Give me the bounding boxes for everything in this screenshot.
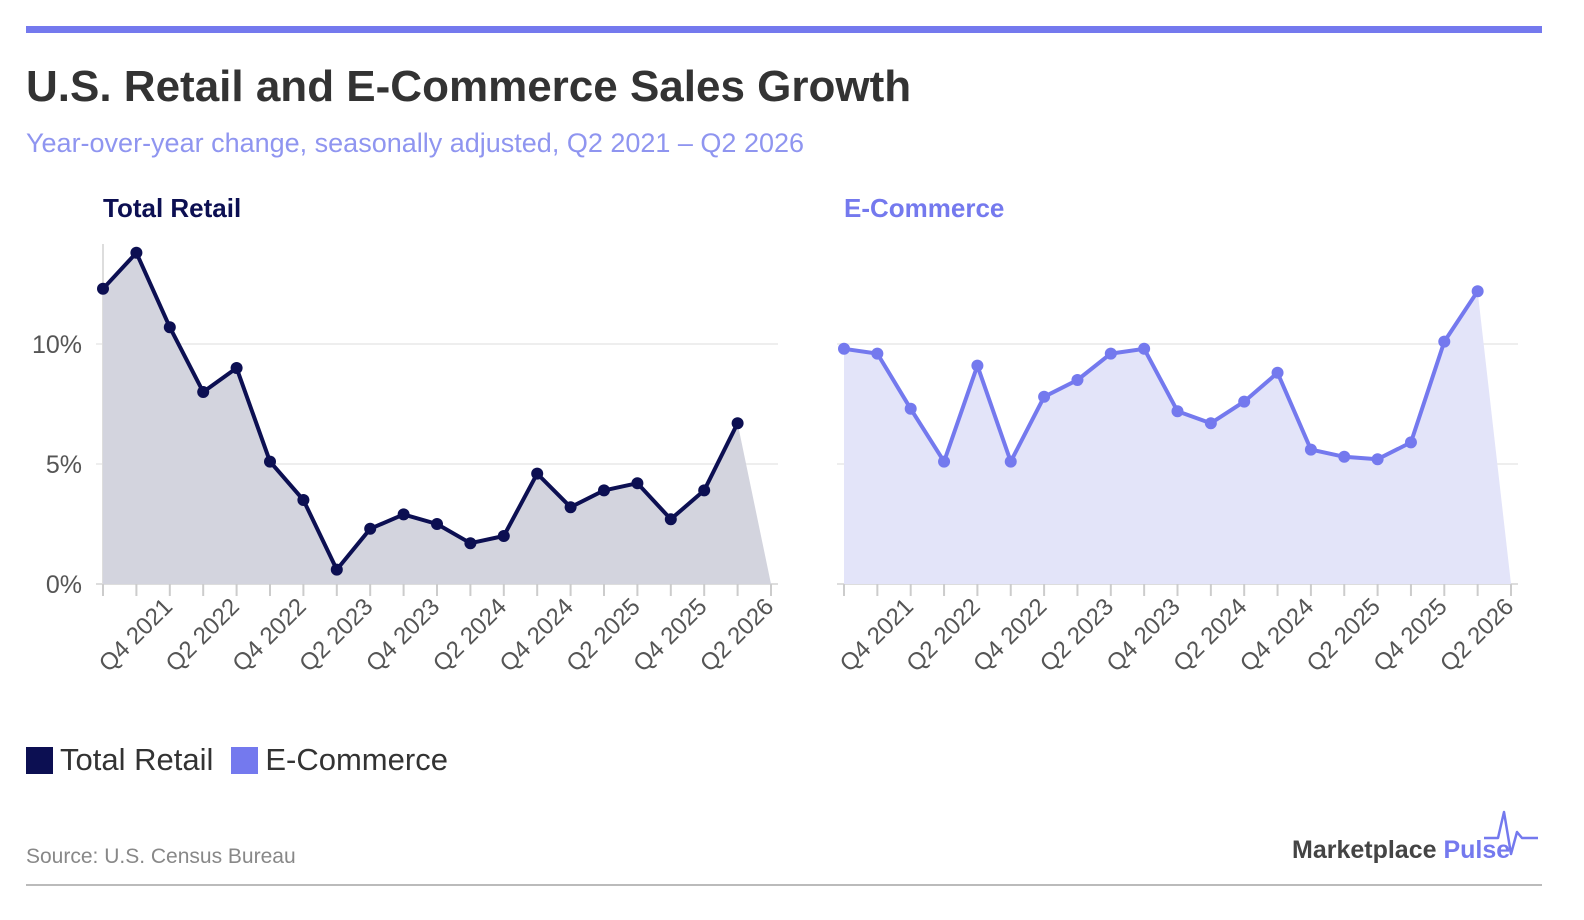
area-fill-total-retail <box>103 252 771 585</box>
legend-label-e-commerce: E-Commerce <box>265 742 448 777</box>
x-tick-label-e-commerce: Q2 2025 <box>1302 593 1386 677</box>
page-subtitle: Year-over-year change, seasonally adjust… <box>26 128 805 158</box>
data-point-total-retail <box>197 386 210 398</box>
legend-item-total-retail: Total Retail <box>26 742 213 778</box>
data-point-total-retail <box>97 282 109 295</box>
data-point-total-retail <box>497 530 510 542</box>
data-point-total-retail <box>464 537 477 550</box>
y-tick-label-10: 10% <box>32 331 82 359</box>
data-point-e-commerce <box>1304 443 1317 456</box>
data-point-e-commerce <box>1138 342 1151 355</box>
data-point-e-commerce <box>971 359 984 372</box>
data-point-total-retail <box>631 477 644 490</box>
pulse-icon <box>1484 810 1538 856</box>
x-tick-label-total-retail: Q4 2022 <box>227 593 311 677</box>
logo-text-marketplace: Marketplace <box>1292 836 1437 864</box>
x-tick-label-total-retail: Q2 2025 <box>561 593 645 677</box>
data-point-e-commerce <box>838 342 850 355</box>
legend-swatch-e-commerce <box>231 746 259 774</box>
x-tick-label-total-retail: Q2 2022 <box>161 593 245 677</box>
data-point-total-retail <box>598 484 610 497</box>
x-tick-label-e-commerce: Q4 2023 <box>1102 593 1186 677</box>
data-point-total-retail <box>264 455 276 468</box>
data-point-total-retail <box>297 494 310 506</box>
data-point-e-commerce <box>1204 417 1217 430</box>
x-tick-label-total-retail: Q2 2026 <box>695 593 779 677</box>
x-tick-label-total-retail: Q4 2024 <box>495 593 579 677</box>
data-point-total-retail <box>431 518 443 530</box>
top-accent-rule <box>26 26 1542 33</box>
data-point-total-retail <box>130 246 143 259</box>
data-point-total-retail <box>698 484 711 497</box>
data-point-total-retail <box>731 417 744 430</box>
legend-swatch-total-retail <box>26 746 53 774</box>
legend: Total Retail E-Commerce <box>26 742 466 778</box>
panel-title-total-retail: Total Retail <box>103 193 241 223</box>
data-point-e-commerce <box>1338 450 1351 463</box>
data-point-e-commerce <box>1371 453 1384 466</box>
x-tick-label-total-retail: Q2 2024 <box>428 593 512 677</box>
page-title: U.S. Retail and E-Commerce Sales Growth <box>26 62 912 111</box>
x-tick-label-e-commerce: Q2 2022 <box>901 593 985 677</box>
logo-text: Marketplace Pulse <box>1292 836 1510 865</box>
data-point-total-retail <box>397 508 410 521</box>
bottom-rule <box>26 884 1542 886</box>
data-point-e-commerce <box>1071 374 1084 386</box>
data-point-total-retail <box>564 501 577 514</box>
data-point-e-commerce <box>871 347 884 360</box>
x-tick-label-total-retail: Q4 2021 <box>94 593 178 677</box>
logo-text-pulse: Pulse <box>1443 836 1511 864</box>
x-tick-label-e-commerce: Q4 2025 <box>1368 593 1452 677</box>
data-point-total-retail <box>330 563 343 576</box>
x-tick-label-e-commerce: Q2 2024 <box>1168 593 1252 677</box>
legend-item-e-commerce: E-Commerce <box>231 742 448 778</box>
x-tick-label-e-commerce: Q4 2021 <box>835 593 919 677</box>
data-point-total-retail <box>163 321 176 334</box>
x-tick-label-e-commerce: Q4 2024 <box>1235 593 1319 677</box>
y-tick-label-5: 5% <box>46 451 82 479</box>
area-fill-e-commerce <box>844 291 1511 584</box>
x-tick-label-total-retail: Q2 2023 <box>294 593 378 677</box>
data-point-e-commerce <box>938 455 951 468</box>
x-tick-label-e-commerce: Q2 2026 <box>1435 593 1519 677</box>
data-point-e-commerce <box>1004 455 1017 468</box>
legend-label-total-retail: Total Retail <box>60 742 214 777</box>
data-point-total-retail <box>230 362 243 374</box>
x-tick-label-e-commerce: Q4 2022 <box>968 593 1052 677</box>
x-tick-label-total-retail: Q4 2023 <box>361 593 445 677</box>
data-point-e-commerce <box>1471 285 1484 298</box>
data-point-e-commerce <box>1171 405 1184 418</box>
source-note: Source: U.S. Census Bureau <box>26 845 296 868</box>
data-point-total-retail <box>664 513 677 526</box>
x-tick-label-total-retail: Q4 2025 <box>628 593 712 677</box>
data-point-total-retail <box>531 467 544 480</box>
marketplace-pulse-logo: Marketplace Pulse <box>1292 808 1542 864</box>
y-tick-label-0: 0% <box>46 571 82 599</box>
data-point-total-retail <box>364 522 377 535</box>
panel-title-e-commerce: E-Commerce <box>844 193 1004 223</box>
data-point-e-commerce <box>1038 390 1051 403</box>
data-point-e-commerce <box>1438 335 1451 348</box>
x-tick-label-e-commerce: Q2 2023 <box>1035 593 1119 677</box>
data-point-e-commerce <box>1271 366 1284 379</box>
data-point-e-commerce <box>904 402 917 415</box>
data-point-e-commerce <box>1404 436 1417 449</box>
data-point-e-commerce <box>1104 347 1117 360</box>
data-point-e-commerce <box>1238 395 1251 408</box>
